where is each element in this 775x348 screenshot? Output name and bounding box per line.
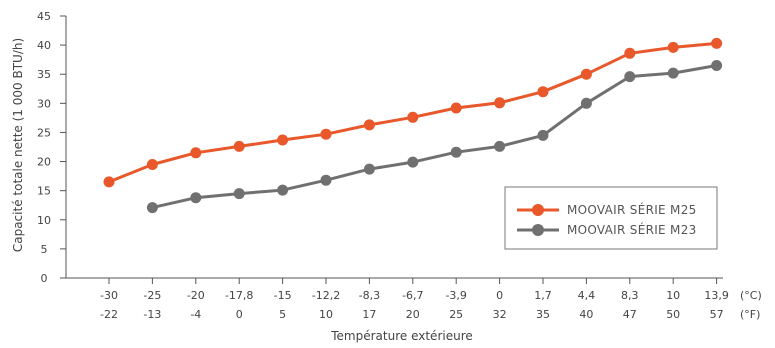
data-point-m25 — [103, 176, 115, 188]
x-tick-label-fahrenheit: 17 — [362, 308, 376, 321]
data-point-m25 — [277, 134, 289, 146]
data-point-m23 — [146, 202, 158, 214]
data-point-m23 — [667, 67, 679, 79]
x-tick-label-fahrenheit: -22 — [100, 308, 118, 321]
data-point-m23 — [711, 60, 723, 71]
y-tick-label: 20 — [37, 156, 51, 169]
legend-marker-m25 — [532, 204, 544, 216]
series-line-m23 — [152, 64, 717, 210]
x-tick-label-celsius: 0 — [496, 289, 503, 302]
data-point-m25 — [580, 68, 592, 80]
y-tick-label: 15 — [37, 185, 51, 198]
data-point-m25 — [494, 97, 506, 109]
x-tick-label-celsius: 1,7 — [534, 289, 552, 302]
data-point-m25 — [711, 37, 723, 49]
y-tick-label: 40 — [37, 39, 51, 52]
data-point-m23 — [233, 188, 245, 200]
x-tick-label-celsius: -8,3 — [359, 289, 380, 302]
data-point-m25 — [190, 147, 202, 159]
x-tick-label-fahrenheit: -4 — [190, 308, 201, 321]
x-tick-label-celsius: -12,2 — [312, 289, 340, 302]
data-point-m23 — [624, 71, 636, 83]
legend-label-m23: MOOVAIR SÉRIE M23 — [567, 222, 697, 237]
x-tick-label-celsius: -6,7 — [402, 289, 423, 302]
x-tick-label-celsius: 10 — [666, 289, 680, 302]
x-axis-title: Température extérieure — [330, 329, 473, 343]
data-point-m23 — [320, 174, 332, 186]
data-point-m23 — [190, 192, 202, 204]
x-tick-label-fahrenheit: 32 — [493, 308, 507, 321]
data-point-m25 — [363, 119, 375, 131]
data-point-m23 — [580, 97, 592, 109]
data-point-m23 — [407, 156, 419, 168]
x-ticks: -30 -22 -25 -13 -20 -4 -17,8 0 -15 5 -12,2 10 -8,3 17… — [100, 278, 762, 321]
x-tick-label-celsius: -25 — [143, 289, 161, 302]
x-tick-label-fahrenheit: 10 — [319, 308, 333, 321]
x-tick-label-celsius: 13,9 — [704, 289, 729, 302]
x-tick-label-celsius: -15 — [274, 289, 292, 302]
data-point-m25 — [233, 140, 245, 152]
legend-box — [504, 186, 718, 250]
y-tick-label: 5 — [41, 243, 48, 256]
axes — [65, 16, 723, 279]
x-tick-label-fahrenheit: 0 — [236, 308, 243, 321]
x-tick-label-fahrenheit: -13 — [143, 308, 161, 321]
data-point-m23 — [450, 146, 462, 158]
y-tick-label: 10 — [37, 214, 51, 227]
data-point-m23 — [277, 184, 289, 196]
y-tick-label: 25 — [37, 126, 51, 139]
data-point-m25 — [667, 41, 679, 53]
x-tick-label-celsius: -3,9 — [445, 289, 466, 302]
x-tick-label-celsius: -20 — [187, 289, 205, 302]
data-point-m25 — [407, 111, 419, 123]
data-point-m23 — [363, 163, 375, 175]
x-tick-label-fahrenheit: 47 — [623, 308, 637, 321]
x-tick-label-celsius: -30 — [100, 289, 118, 302]
x-tick-label-fahrenheit: 25 — [449, 308, 463, 321]
legend-marker-m23 — [532, 224, 544, 236]
x-tick-label-fahrenheit: 20 — [406, 308, 420, 321]
data-point-m25 — [146, 159, 158, 170]
x-tick-label-celsius: -17,8 — [225, 289, 253, 302]
data-point-m25 — [450, 102, 462, 114]
y-tick-label: 0 — [41, 272, 48, 285]
x-tick-label-fahrenheit: 57 — [710, 308, 724, 321]
y-axis-title: Capacité totale nette (1 000 BTU/h) — [11, 38, 25, 252]
series-layer — [103, 37, 723, 214]
x-tick-label-fahrenheit: 50 — [666, 308, 680, 321]
x-tick-label-fahrenheit: 40 — [579, 308, 593, 321]
x-tick-label-celsius: 8,3 — [621, 289, 639, 302]
y-tick-label: 45 — [37, 10, 51, 23]
legend-label-m25: MOOVAIR SÉRIE M25 — [567, 202, 697, 217]
y-ticks: 0 5 10 15 20 25 30 35 40 45 — [37, 10, 66, 285]
data-point-m25 — [320, 128, 332, 140]
legend: MOOVAIR SÉRIE M25 MOOVAIR SÉRIE M23 — [504, 186, 718, 250]
data-point-m25 — [624, 47, 636, 59]
data-point-m23 — [537, 129, 549, 141]
data-point-m23 — [494, 140, 506, 152]
data-point-m25 — [537, 86, 549, 98]
x-unit-fahrenheit: (°F) — [740, 308, 760, 321]
x-tick-label-celsius: 4,4 — [578, 289, 596, 302]
y-tick-label: 30 — [37, 97, 51, 110]
x-tick-label-fahrenheit: 35 — [536, 308, 550, 321]
x-tick-label-fahrenheit: 5 — [279, 308, 286, 321]
x-unit-celsius: (°C) — [740, 289, 762, 302]
y-tick-label: 35 — [37, 68, 51, 81]
